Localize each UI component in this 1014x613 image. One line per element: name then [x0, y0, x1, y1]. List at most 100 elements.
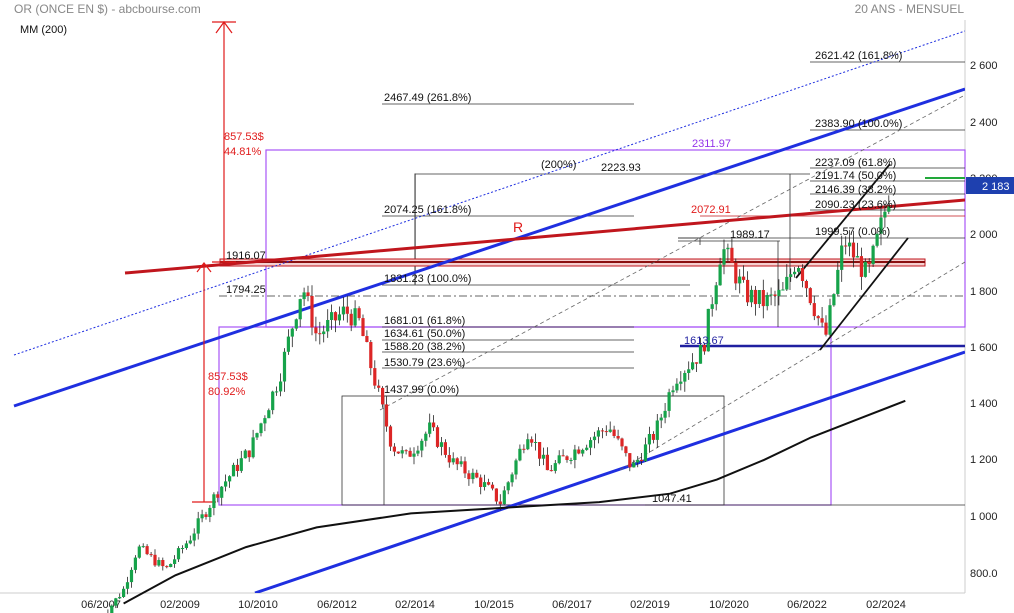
candle-body	[667, 392, 671, 411]
x-tick-label: 10/2020	[709, 599, 749, 611]
candle-body	[848, 242, 852, 247]
candle-body	[777, 289, 781, 296]
candle-body	[694, 362, 699, 364]
candle-body	[659, 417, 663, 421]
candle-body	[655, 420, 659, 440]
candle-body	[479, 477, 483, 487]
candle-body	[494, 488, 498, 502]
candle-body	[145, 546, 149, 555]
candle-body	[408, 450, 412, 457]
candle-body	[651, 434, 655, 440]
candle-body	[581, 449, 585, 454]
candle-body	[228, 476, 232, 482]
x-tick-label: 10/2015	[474, 599, 514, 611]
candle-body	[804, 281, 808, 289]
candle-body	[443, 442, 447, 455]
candle-body	[742, 276, 746, 280]
candle-body	[749, 289, 754, 303]
candle-body	[180, 548, 185, 549]
candle-body	[549, 470, 553, 472]
candle-body	[608, 429, 612, 432]
candle-body	[255, 433, 259, 438]
candle-body	[243, 450, 247, 459]
candle-body	[816, 316, 820, 319]
candle-body	[122, 588, 126, 597]
upper-measure-pct: 44.81%	[224, 146, 262, 158]
red-resistance-trendline	[124, 198, 965, 275]
candle-body	[388, 426, 393, 447]
candle-body	[188, 540, 192, 544]
level-label: 1588.20 (38.2%)	[384, 341, 465, 353]
candle-body	[761, 290, 765, 307]
y-tick-label: 1 600	[970, 342, 998, 354]
candle-body	[585, 447, 589, 450]
candle-body	[267, 410, 271, 419]
candle-body	[439, 442, 444, 447]
candle-body	[184, 543, 188, 548]
candle-body	[432, 422, 436, 428]
y-tick-label: 2 000	[970, 229, 998, 241]
candle-body	[212, 494, 216, 508]
level-label: 1634.61 (50.0%)	[384, 328, 465, 340]
level-label: (200%)	[541, 159, 576, 171]
candle-body	[596, 430, 600, 437]
x-tick-label: 10/2010	[238, 599, 278, 611]
candle-body	[118, 597, 122, 599]
level-label: 2146.39 (38.2%)	[815, 184, 896, 196]
candle-body	[534, 442, 538, 443]
y-tick-label: 1 800	[970, 286, 998, 298]
dashed-channel-upper	[379, 94, 965, 411]
ma-legend: MM (200)	[20, 24, 67, 36]
candle-body	[353, 308, 357, 326]
candle-body	[196, 518, 200, 534]
x-tick-label: 02/2009	[160, 599, 200, 611]
candle-body	[863, 261, 867, 277]
candle-body	[220, 486, 224, 498]
candle-body	[557, 455, 561, 464]
candle-body	[883, 211, 887, 218]
candle-body	[820, 318, 824, 323]
candle-body	[616, 436, 620, 439]
candle-body	[231, 464, 236, 477]
candle-body	[687, 369, 691, 373]
candle-body	[302, 292, 306, 300]
candle-body	[565, 456, 569, 460]
candle-body	[204, 514, 208, 517]
candle-body	[141, 546, 145, 548]
candle-body	[867, 261, 871, 265]
candle-body	[765, 295, 769, 307]
candle-body	[808, 288, 812, 304]
current-price-label: 2 183	[982, 181, 1010, 193]
candle-body	[306, 292, 310, 296]
level-label: 1613.67	[684, 335, 724, 347]
candle-body	[663, 410, 667, 418]
candle-body	[286, 336, 290, 352]
dotted-channel-line	[13, 30, 965, 356]
upper-measure-value: 857.53$	[224, 131, 264, 143]
level-label: 1530.79 (23.6%)	[384, 357, 465, 369]
candle-body	[757, 290, 761, 304]
candle-body	[271, 391, 275, 411]
level-label: 1437.99 (0.0%)	[384, 384, 459, 396]
candle-body	[384, 404, 389, 427]
level-label: 2074.25 (161.8%)	[384, 204, 471, 216]
y-tick-label: 1 200	[970, 454, 998, 466]
y-tick-label: 1 000	[970, 511, 998, 523]
candle-body	[541, 454, 546, 459]
candle-body	[506, 482, 510, 491]
candle-body	[773, 294, 777, 296]
candle-body	[365, 336, 369, 342]
candle-body	[165, 566, 169, 568]
candle-body	[636, 459, 640, 463]
candle-body	[828, 305, 832, 335]
candle-body	[851, 242, 856, 258]
candle-body	[647, 434, 651, 445]
candle-body	[746, 279, 750, 303]
candle-body	[781, 289, 785, 291]
candle-body	[114, 598, 118, 606]
candle-body	[459, 461, 463, 465]
x-tick-label: 02/2019	[630, 599, 670, 611]
candle-body	[153, 554, 157, 566]
candle-body	[632, 462, 636, 468]
candle-body	[498, 501, 502, 505]
